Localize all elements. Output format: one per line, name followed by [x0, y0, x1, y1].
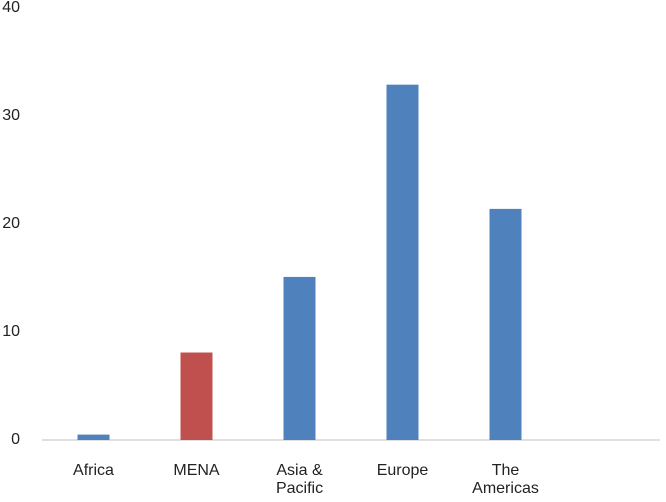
x-tick-label: The Americas — [472, 462, 539, 497]
y-tick-label: 10 — [2, 323, 20, 340]
y-tick-label: 0 — [11, 431, 20, 448]
y-tick-label: 20 — [2, 215, 20, 232]
bar — [180, 352, 213, 440]
bar — [489, 208, 522, 440]
bar — [386, 84, 419, 441]
y-tick-label: 40 — [2, 0, 20, 16]
bar — [283, 276, 316, 440]
y-tick-label: 30 — [2, 107, 20, 124]
x-tick-label: Africa — [73, 462, 114, 479]
x-tick-label: Asia & Pacific — [275, 462, 324, 497]
x-tick-label: MENA — [173, 462, 220, 479]
x-tick-label: Europe — [376, 462, 429, 479]
bar — [77, 434, 110, 440]
